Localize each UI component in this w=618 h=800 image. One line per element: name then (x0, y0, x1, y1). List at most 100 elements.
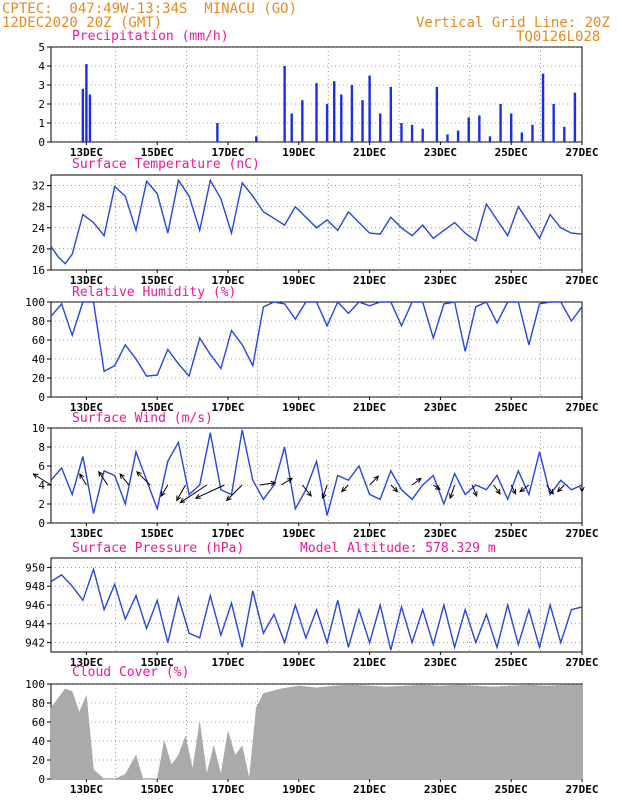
precip-bar (88, 94, 92, 142)
precip-bar (333, 81, 336, 142)
wind-arrow-head (32, 473, 39, 479)
y-tick-label: 100 (25, 296, 45, 309)
y-tick-label: 80 (32, 697, 45, 710)
wind-arrow-head (519, 486, 526, 493)
x-tick-label: 13DEC (70, 274, 103, 287)
precip-bar (573, 92, 577, 142)
x-tick-label: 27DEC (565, 656, 598, 669)
precip-bar (488, 136, 492, 142)
y-tick-label: 28 (32, 201, 45, 214)
y-tick-label: 20 (32, 372, 45, 385)
x-tick-label: 19DEC (282, 146, 315, 159)
precip-bar (467, 117, 470, 142)
wind-arrow (449, 484, 456, 499)
x-tick-label: 21DEC (353, 274, 386, 287)
x-tick-label: 15DEC (141, 274, 174, 287)
x-tick-label: 25DEC (495, 401, 528, 414)
precip-bar (85, 64, 88, 142)
precip-bar (400, 123, 403, 142)
wind-arrow (390, 484, 398, 492)
y-tick-label: 2 (38, 498, 45, 511)
precip-bar (350, 85, 354, 142)
x-tick-label: 25DEC (495, 146, 528, 159)
y-tick-label: 40 (32, 353, 45, 366)
x-tick-label: 25DEC (495, 527, 528, 540)
precip-bar (325, 104, 329, 142)
wind-arrow (411, 477, 422, 486)
precip-bar (283, 66, 286, 142)
model-altitude: Model Altitude: 578.329 m (300, 541, 496, 556)
wind-arrow-head (415, 477, 422, 484)
y-tick-label: 10 (32, 422, 45, 435)
wind-arrow (98, 471, 109, 486)
wind-arrow (160, 484, 169, 497)
wind-arrow (226, 484, 243, 501)
wind-arrow-head (340, 486, 347, 493)
y-tick-label: 0 (38, 391, 45, 404)
y-tick-label: 8 (38, 441, 45, 454)
y-tick-label: 5 (38, 41, 45, 54)
x-tick-label: 25DEC (495, 656, 528, 669)
wind-arrow-head (472, 490, 478, 498)
wind-arrow (493, 484, 501, 495)
wind-arrow-head (495, 488, 501, 495)
precip-bar (510, 113, 513, 142)
panel-title: Cloud Cover (%) (72, 665, 189, 680)
y-tick-label: 80 (32, 315, 45, 328)
y-tick-label: 942 (25, 637, 45, 650)
x-tick-label: 17DEC (211, 274, 244, 287)
precip-bar (255, 136, 258, 142)
wind-arrow-head (306, 491, 312, 497)
model-code: TQ0126L028 (516, 29, 601, 45)
wind-arrow-head (136, 470, 142, 477)
x-tick-label: 15DEC (141, 656, 174, 669)
x-tick-label: 21DEC (353, 146, 386, 159)
precip-bar (446, 134, 449, 142)
x-tick-label: 21DEC (353, 783, 386, 796)
y-tick-label: 60 (32, 334, 45, 347)
precip-bar (361, 100, 364, 142)
panel-frame (50, 174, 583, 271)
grid-note: Vertical Grid Line: 20Z (416, 15, 610, 31)
wind-arrow (519, 484, 530, 493)
precip-bar (410, 124, 414, 142)
x-tick-label: 19DEC (282, 401, 315, 414)
x-tick-label: 19DEC (282, 783, 315, 796)
wind-arrow-head (98, 470, 104, 477)
wind-arrow-head (511, 488, 517, 495)
precip-bar (290, 113, 293, 142)
y-tick-label: 944 (25, 618, 45, 631)
wind-arrow (136, 471, 151, 486)
wind-arrow-head (579, 486, 585, 493)
precip-bar (520, 132, 524, 142)
panel-title: Relative Humidity (%) (72, 285, 236, 300)
x-tick-label: 15DEC (141, 783, 174, 796)
wind-arrow-head (270, 480, 277, 487)
datetime-header: 12DEC2020 20Z (GMT) (2, 15, 163, 31)
wind-arrow (33, 473, 52, 486)
precip-bar (368, 75, 371, 142)
wind-arrow-head (548, 488, 554, 495)
precip-bar (216, 123, 219, 142)
x-tick-label: 21DEC (353, 656, 386, 669)
y-tick-label: 948 (25, 580, 45, 593)
y-tick-label: 0 (38, 517, 45, 530)
wind-arrow-head (392, 486, 399, 493)
wind-arrow (341, 484, 349, 492)
y-tick-label: 100 (25, 678, 45, 691)
wind-arrow (119, 473, 130, 486)
cloud-area (50, 684, 583, 780)
wind-arrow (322, 484, 328, 499)
y-tick-label: 946 (25, 599, 45, 612)
wind-arrow-head (119, 473, 125, 479)
y-tick-label: 40 (32, 735, 45, 748)
x-tick-label: 19DEC (282, 656, 315, 669)
panel-title: Surface Wind (m/s) (72, 411, 213, 426)
precip-bar (379, 113, 382, 142)
y-tick-label: 24 (32, 222, 46, 235)
wind-arrow-head (287, 477, 294, 483)
wind-arrow-head (79, 473, 85, 480)
station-header: CPTEC: 047:49W-13:34S MINACU (GO) (2, 1, 298, 17)
y-tick-label: 16 (32, 264, 45, 277)
x-tick-label: 25DEC (495, 783, 528, 796)
